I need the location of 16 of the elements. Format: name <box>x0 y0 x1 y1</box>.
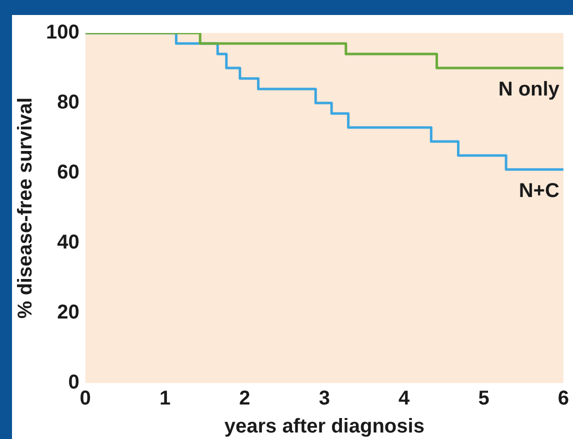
y-tick-label: 40 <box>57 232 80 254</box>
y-tick-label: 0 <box>68 372 80 394</box>
y-tick-label: 80 <box>57 92 80 114</box>
x-tick-label: 6 <box>558 388 569 410</box>
x-axis-title: years after diagnosis <box>224 416 424 438</box>
x-tick-label: 3 <box>318 388 330 410</box>
x-tick-label: 4 <box>398 388 411 410</box>
x-tick-label: 1 <box>159 388 171 410</box>
y-tick-label: 20 <box>57 302 80 324</box>
y-tick-label: 100 <box>46 22 80 44</box>
series-label: N only <box>498 78 560 101</box>
x-tick-label: 2 <box>239 388 250 410</box>
y-tick-label: 60 <box>57 162 80 184</box>
y-axis-title: % disease-free survival <box>14 97 37 319</box>
series-label: N+C <box>518 180 560 202</box>
x-tick-label: 5 <box>478 388 490 410</box>
